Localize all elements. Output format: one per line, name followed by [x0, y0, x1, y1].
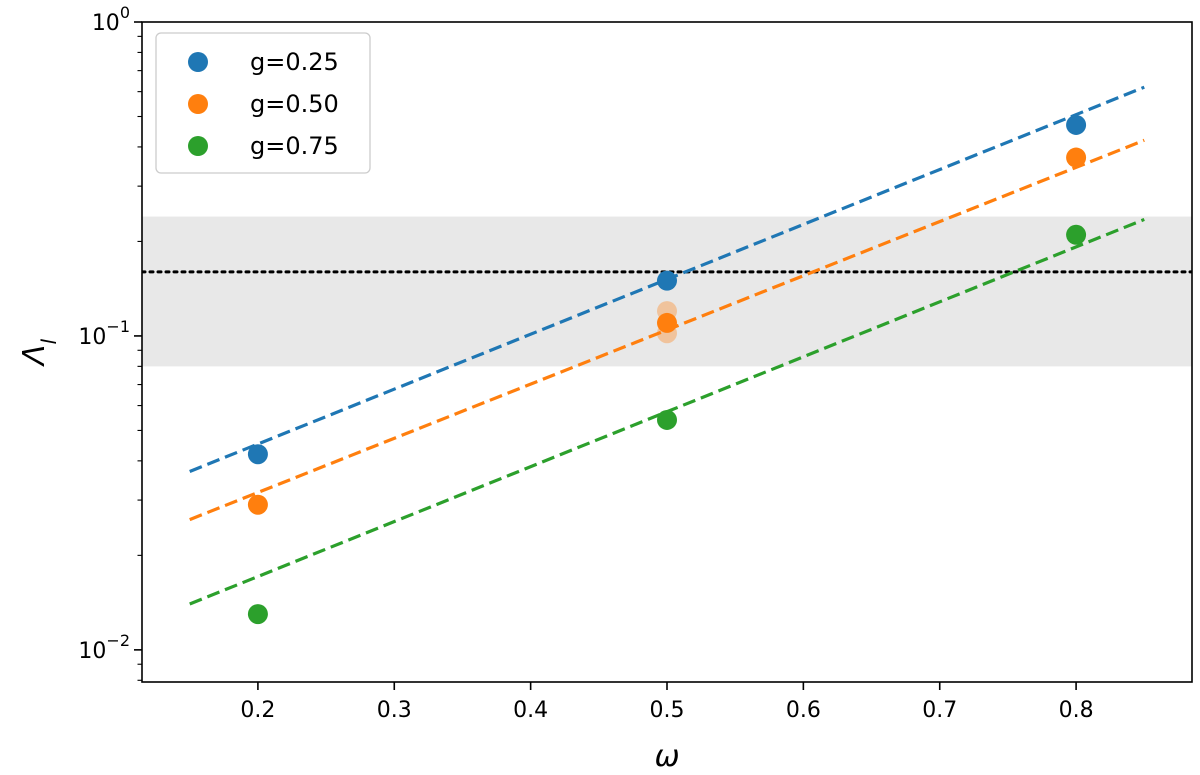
point-series-3-2 [657, 409, 677, 430]
point-series-2-2 [657, 312, 677, 333]
x-tick-label: 0.8 [1059, 698, 1094, 723]
y-tick-label-base: 10 [92, 11, 120, 36]
shaded-band-rect [142, 216, 1192, 367]
legend-label: g=0.75 [250, 132, 339, 160]
legend-marker [188, 94, 208, 114]
x-tick-label: 0.4 [513, 698, 548, 723]
point-series-1-1 [247, 444, 268, 465]
x-tick-label: 0.2 [240, 698, 275, 723]
legend: g=0.25 g=0.50 g=0.75 [155, 32, 371, 174]
point-series-2-1 [247, 494, 268, 515]
y-tick-label-base: 10 [78, 639, 106, 664]
y-tick-label-exponent: −2 [106, 631, 130, 650]
legend-marker [188, 52, 208, 72]
y-axis-label: Λl [17, 339, 61, 368]
y-tick-label-base: 10 [78, 325, 106, 350]
y-tick-label: 10−2 [78, 631, 130, 664]
shaded-band [142, 216, 1192, 367]
x-axis-ticks: 0.2 0.3 0.4 0.5 0.6 0.7 0.8 [240, 682, 1094, 723]
data-points [247, 114, 1087, 625]
legend-box [155, 32, 371, 174]
y-axis-label-subscript: l [37, 339, 61, 345]
point-series-1-2 [657, 270, 677, 291]
legend-marker [188, 136, 208, 156]
x-tick-label: 0.6 [786, 698, 821, 723]
y-axis-label-main: Λ [17, 345, 52, 368]
point-series-3-1 [247, 604, 268, 625]
legend-label: g=0.25 [250, 48, 339, 76]
y-tick-label-exponent: −1 [106, 317, 130, 336]
x-axis-label: ω [654, 739, 679, 774]
legend-label: g=0.50 [250, 90, 339, 118]
x-tick-label: 0.3 [377, 698, 412, 723]
y-tick-label: 10−1 [78, 317, 130, 350]
point-series-3-3 [1066, 224, 1087, 245]
point-series-1-3 [1066, 114, 1087, 135]
x-tick-label: 0.5 [650, 698, 685, 723]
y-tick-label: 100 [92, 3, 130, 36]
x-tick-label: 0.7 [922, 698, 957, 723]
y-tick-label-exponent: 0 [120, 3, 130, 22]
point-series-2-3 [1066, 147, 1087, 168]
